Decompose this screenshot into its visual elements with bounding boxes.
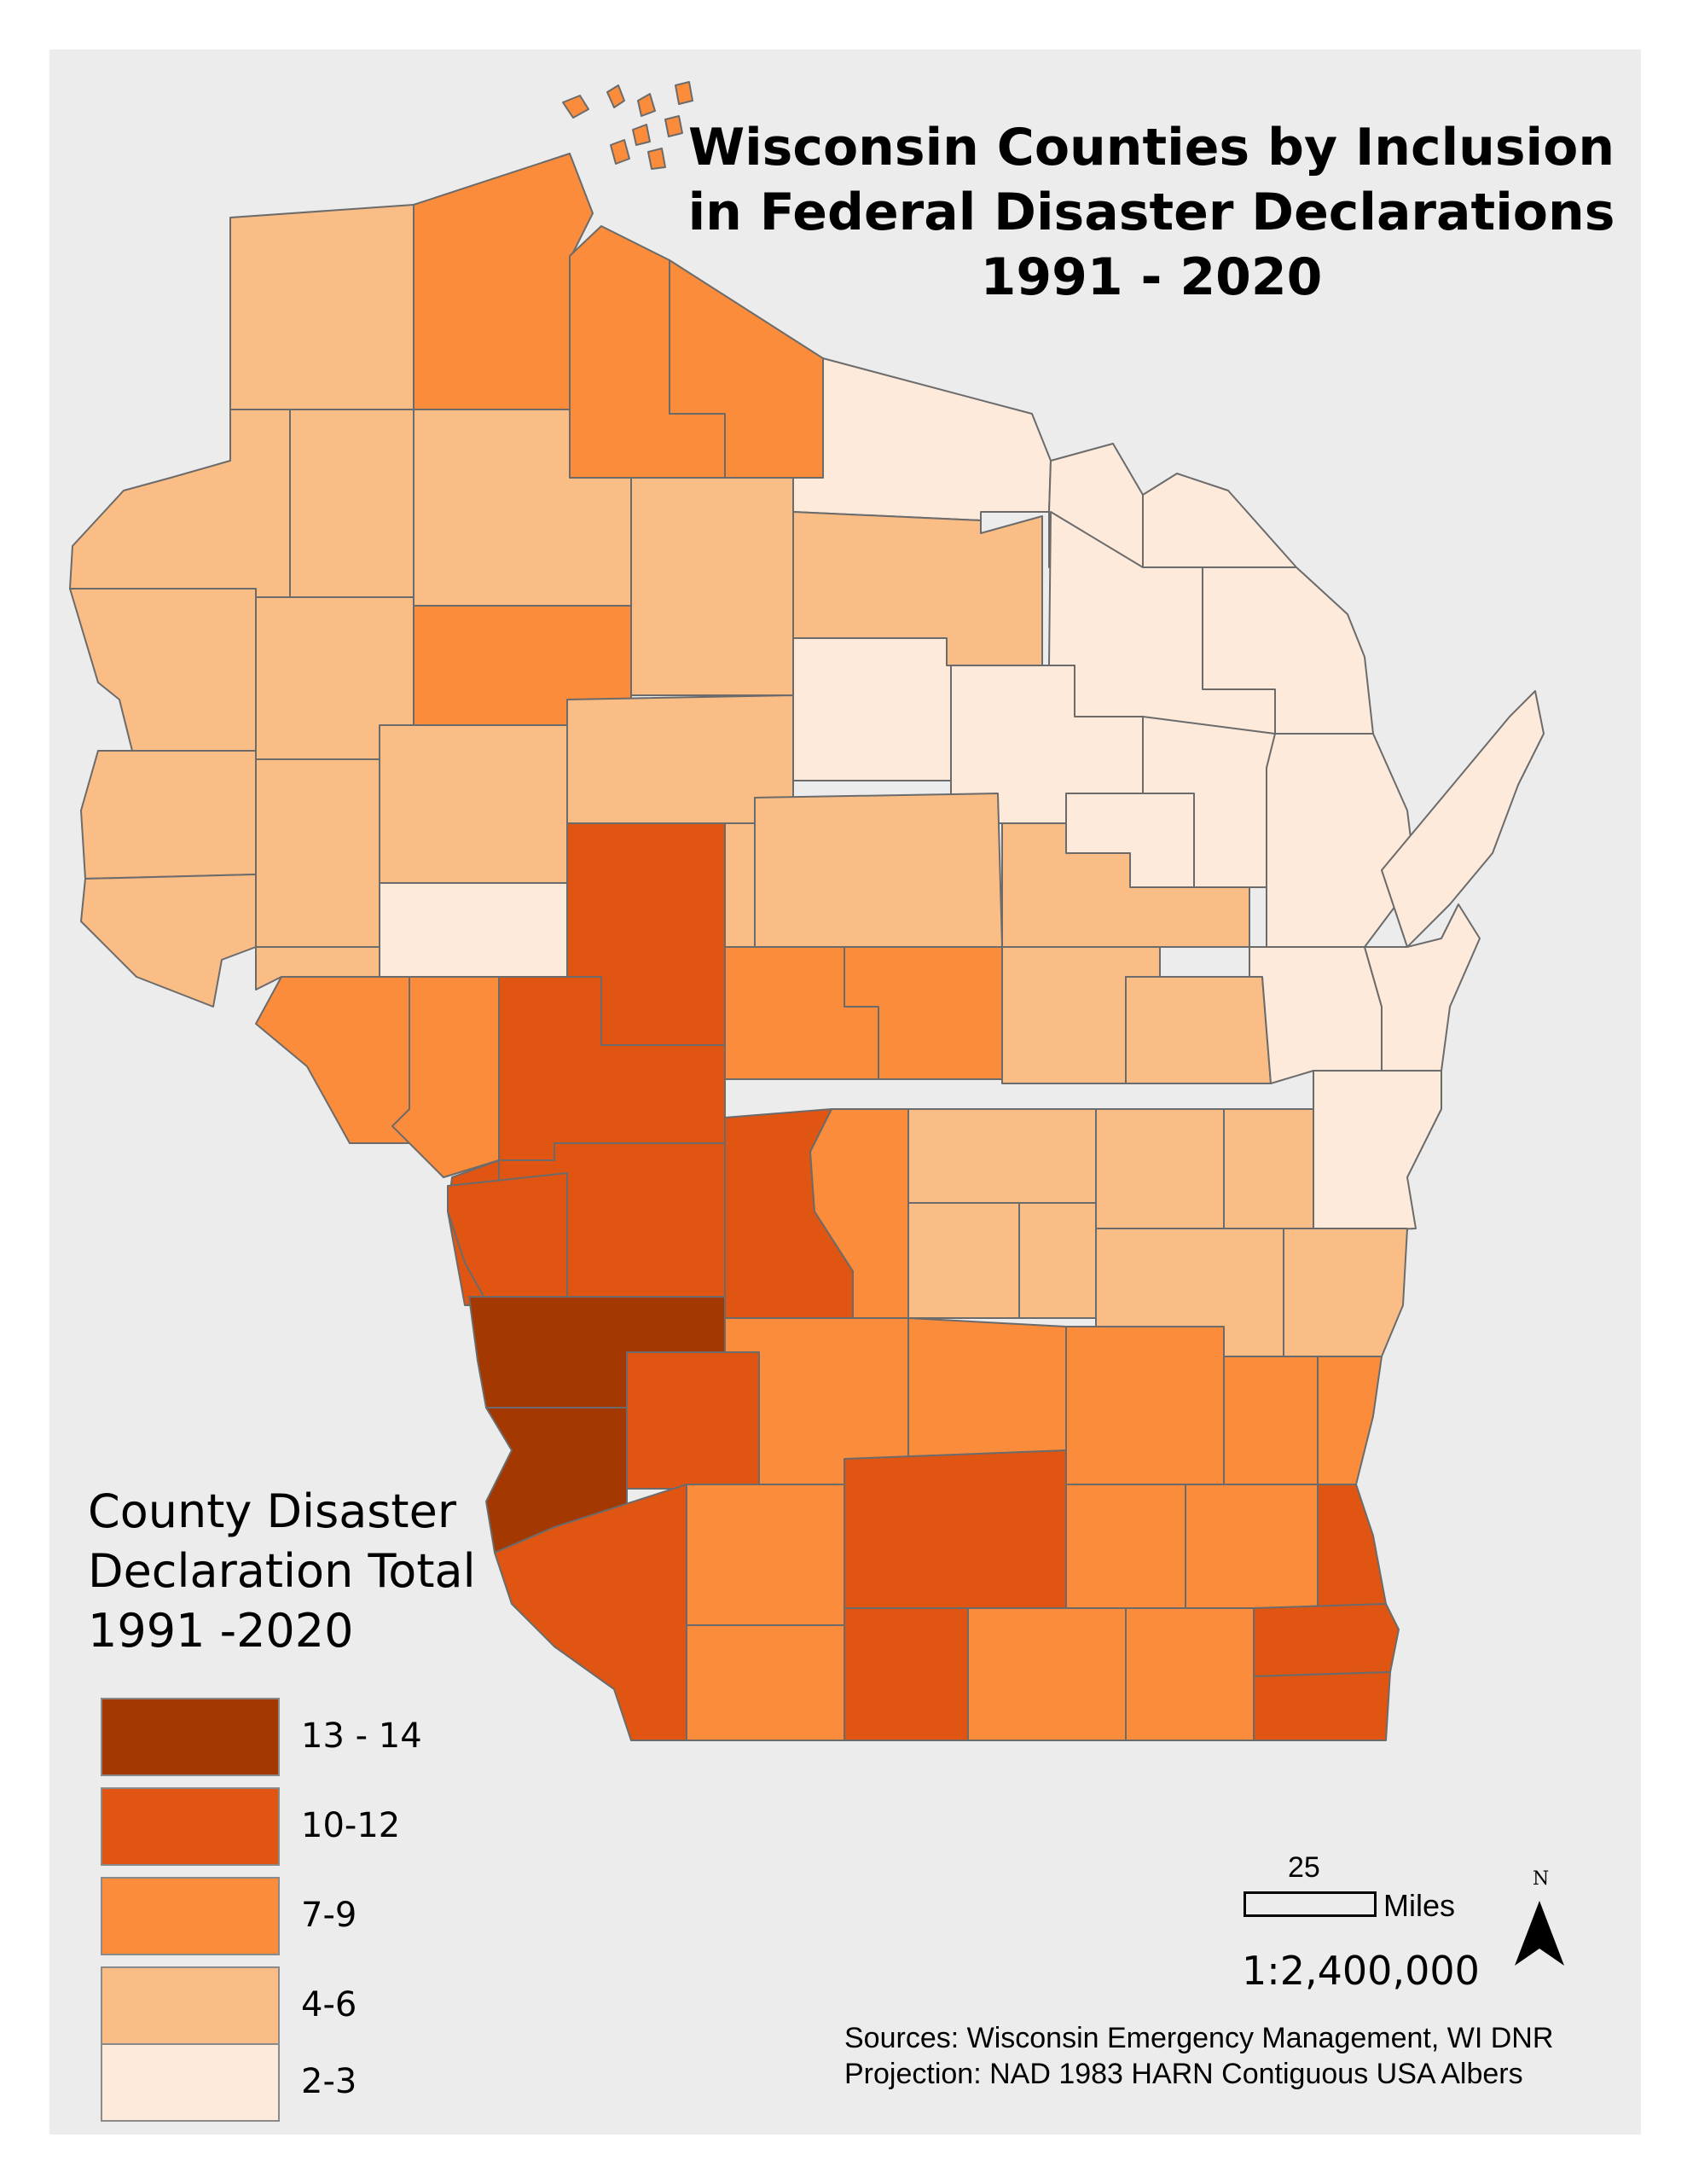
county-grant [494, 1484, 687, 1741]
county-dunn [255, 758, 380, 948]
island [606, 84, 625, 108]
legend-swatch [101, 2043, 280, 2122]
legend-title-line-3: 1991 -2020 [88, 1604, 354, 1658]
county-calumet [1223, 1108, 1314, 1234]
county-sheboygan [1283, 1228, 1408, 1357]
scale-bar [1244, 1891, 1377, 1917]
county-milwaukee [1317, 1484, 1387, 1609]
county-outagamie [1125, 976, 1272, 1084]
legend-label: 2-3 [301, 2062, 357, 2101]
county-vilas [792, 357, 1052, 521]
island [664, 115, 683, 137]
apostle-islands [562, 81, 693, 170]
county-ozaukee [1317, 1356, 1383, 1485]
county-lafayette [686, 1624, 845, 1741]
county-douglas [229, 204, 415, 410]
county-rock [967, 1607, 1127, 1741]
county-eau-claire [379, 882, 568, 978]
county-green [844, 1607, 969, 1741]
county-oconto-s [1266, 733, 1417, 948]
county-burnett [69, 409, 291, 598]
county-manitowoc [1313, 1070, 1442, 1234]
legend-title-line-2: Declaration Total [88, 1544, 476, 1598]
county-marinette-n [1142, 473, 1297, 568]
county-bayfield [413, 153, 594, 410]
north-letter: N [1533, 1868, 1550, 1890]
scale-bar-units: Miles [1383, 1888, 1456, 1923]
island [632, 124, 651, 146]
scale-ratio: 1:2,400,000 [1242, 1948, 1480, 1994]
county-jefferson [1065, 1484, 1186, 1609]
county-racine [1253, 1603, 1400, 1677]
county-richland [626, 1351, 760, 1490]
county-st-croix [80, 750, 257, 880]
sources-line: Sources: Wisconsin Emergency Management,… [844, 2022, 1554, 2054]
county-price [630, 477, 794, 696]
county-kenosha [1253, 1671, 1391, 1741]
island [562, 95, 589, 119]
legend-swatch [101, 1698, 280, 1776]
county-buffalo [255, 976, 410, 1144]
county-door [1381, 690, 1545, 948]
legend-swatch [101, 1787, 280, 1866]
county-walworth [1125, 1607, 1255, 1741]
island [647, 148, 666, 170]
county-columbia [907, 1317, 1067, 1464]
county-dodge [1065, 1326, 1225, 1485]
county-iowa [686, 1484, 845, 1626]
legend-label: 10-12 [301, 1806, 401, 1845]
scale-bar-distance: 25 [1288, 1851, 1320, 1884]
map-title-line-3: 1991 - 2020 [980, 247, 1323, 307]
projection-line: Projection: NAD 1983 HARN Contiguous USA… [844, 2058, 1523, 2090]
map-title-line-2: in Federal Disaster Declarations [687, 183, 1615, 242]
north-arrow-icon [1515, 1901, 1564, 1966]
legend-swatch [101, 1877, 280, 1955]
county-winnebago [1095, 1108, 1225, 1229]
legend-label: 7-9 [301, 1896, 357, 1935]
legend-swatch [101, 1966, 280, 2045]
county-kewaunee [1364, 903, 1481, 1072]
map-title-line-1: Wisconsin Counties by Inclusion [687, 118, 1615, 177]
legend-label: 13 - 14 [301, 1716, 422, 1756]
island [610, 139, 630, 165]
county-dane [844, 1449, 1067, 1609]
county-brown [1249, 946, 1383, 1084]
legend-title-line-1: County Disaster [88, 1484, 457, 1538]
county-pierce [80, 874, 257, 1008]
county-waushara [907, 1108, 1097, 1204]
county-lincoln [792, 637, 952, 781]
legend-label: 4-6 [301, 1985, 357, 2024]
county-green-lake [1018, 1202, 1097, 1319]
county-polk [69, 588, 257, 752]
county-washburn [289, 409, 415, 607]
island [637, 93, 656, 117]
county-chippewa [379, 724, 568, 884]
county-waukesha [1185, 1484, 1319, 1609]
island [675, 81, 693, 105]
county-marquette [907, 1202, 1020, 1319]
county-marathon [754, 793, 1003, 948]
county-washington [1223, 1356, 1319, 1485]
